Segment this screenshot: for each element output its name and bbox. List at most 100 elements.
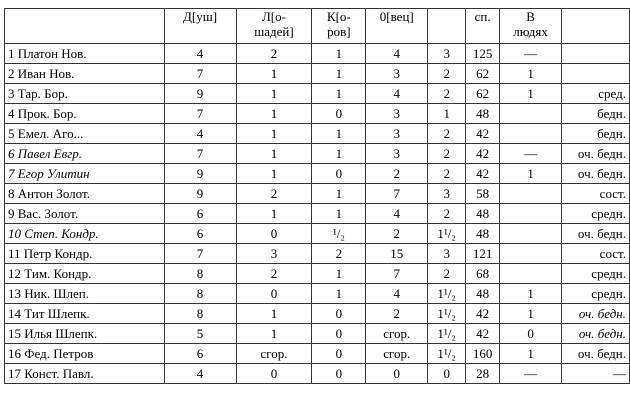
table-cell: 0 (311, 103, 367, 124)
name-cell: 9 Вас. Золот. (4, 203, 165, 224)
table-cell: 2 (365, 163, 429, 184)
table-row: 10 Степ. Кондр. 6 0 ¹/₂ 2 1¹/₂ 48 оч. бедн. (4, 223, 630, 244)
table-cell (499, 223, 563, 244)
table-cell: сгор. (365, 343, 429, 364)
table-cell: 1 (235, 63, 313, 84)
table-cell: сгор. (235, 343, 313, 364)
table-cell: 28 (465, 363, 501, 384)
table-row: 15 Илья Шлепк. 5 1 0 сгор. 1¹/₂ 42 0 оч. бедн. (4, 323, 630, 344)
name-cell: 17 Конст. Павл. (4, 363, 165, 384)
table-cell: бедн. (561, 103, 630, 124)
table-cell: 0 (311, 343, 367, 364)
table-row: 5 Емел. Аго... 4 1 1 3 2 42 бедн. (4, 123, 630, 144)
table-cell: 0 (427, 363, 467, 384)
table-cell: 1 (235, 143, 313, 164)
table-cell: оч. бедн. (561, 343, 630, 364)
table-cell: 1 (499, 343, 563, 364)
table-cell: 42 (465, 143, 501, 164)
table-cell: 1 (311, 83, 367, 104)
table-cell: 160 (465, 343, 501, 364)
table-cell: 3 (427, 183, 467, 204)
table-cell: 0 (311, 363, 367, 384)
table-cell: 0 (235, 223, 313, 244)
table-cell: 2 (235, 43, 313, 64)
page: Д[уш] Л[о- шадей] К[о- ров] 0[вец] сп. В людя… (0, 8, 630, 408)
table-cell: — (561, 363, 630, 384)
table-cell: — (499, 43, 563, 64)
table-cell: 8 (163, 263, 237, 284)
header-cell: 0[вец] (365, 8, 429, 44)
header-cell (4, 8, 165, 44)
table-cell: 3 (365, 143, 429, 164)
table-cell: 48 (465, 103, 501, 124)
table-cell: 0 (235, 363, 313, 384)
table-cell: 1 (311, 143, 367, 164)
table-cell: 2 (311, 243, 367, 264)
table-cell: 6 (163, 203, 237, 224)
table-cell: 3 (235, 243, 313, 264)
name-cell: 5 Емел. Аго... (4, 123, 165, 144)
header-row: Д[уш] Л[о- шадей] К[о- ров] 0[вец] сп. В людя… (4, 8, 630, 44)
name-cell: 16 Фед. Петров (4, 343, 165, 364)
table-cell: бедн. (561, 123, 630, 144)
table-cell: 0 (499, 323, 563, 344)
table-cell: 58 (465, 183, 501, 204)
table-cell: 1¹/₂ (427, 303, 467, 324)
table-cell: 1 (499, 303, 563, 324)
table-row: 1 Платон Нов. 4 2 1 4 3 125— (4, 43, 630, 64)
table-cell: 8 (163, 303, 237, 324)
name-cell: 4 Прок. Бор. (4, 103, 165, 124)
table-cell: 4 (365, 83, 429, 104)
table-row: 16 Фед. Петров 6 сгор. 0 сгор. 1¹/₂ 160 1 оч. бе… (4, 343, 630, 364)
table-cell: 7 (365, 183, 429, 204)
table-cell: 2 (427, 203, 467, 224)
table-cell: 4 (365, 203, 429, 224)
table-cell: 1 (427, 103, 467, 124)
table-cell: 4 (163, 123, 237, 144)
table-cell: 121 (465, 243, 501, 264)
table-cell: 48 (465, 223, 501, 244)
table-row: 4 Прок. Бор. 7 1 0 3 1 48 бедн. (4, 103, 630, 124)
table-cell: 2 (365, 303, 429, 324)
table-cell: 48 (465, 283, 501, 304)
table-cell: 0 (311, 303, 367, 324)
table-cell: 62 (465, 63, 501, 84)
name-cell: 14 Тит Шлепк. (4, 303, 165, 324)
table-cell: 1 (235, 83, 313, 104)
table-row: 9 Вас. Золот. 6 1 1 4 2 48 средн. (4, 203, 630, 224)
table-cell: оч. бедн. (561, 163, 630, 184)
table-cell: сред. (561, 83, 630, 104)
table-cell: 3 (365, 63, 429, 84)
table-cell: 3 (365, 103, 429, 124)
table-row: 2 Иван Нов. 7 1 1 3 2 62 1 (4, 63, 630, 84)
name-cell: 1 Платон Нов. (4, 43, 165, 64)
header-cell: Д[уш] (163, 8, 237, 44)
table-cell: 1 (499, 63, 563, 84)
table-row: 14 Тит Шлепк. 8 1 0 2 1¹/₂ 42 1 оч. бедн. (4, 303, 630, 324)
table-row: 17 Конст. Павл. 4 0 0 0 0 28— — (4, 363, 630, 384)
table-cell: сост. (561, 243, 630, 264)
table-cell: 2 (365, 223, 429, 244)
table-row: 8 Антон Золот. 9 2 1 7 3 58 сост. (4, 183, 630, 204)
table-cell (561, 43, 630, 64)
table-cell: 7 (365, 263, 429, 284)
table-cell: 5 (163, 323, 237, 344)
census-table: Д[уш] Л[о- шадей] К[о- ров] 0[вец] сп. В людя… (4, 8, 630, 384)
table-cell: 1¹/₂ (427, 343, 467, 364)
table-cell: оч. бедн. (561, 323, 630, 344)
table-cell: 2 (427, 83, 467, 104)
table-cell: 42 (465, 123, 501, 144)
table-row: 11 Петр Кондр. 7 3 2 15 3 121 сост. (4, 243, 630, 264)
table-cell: 4 (163, 43, 237, 64)
table-cell: 1 (499, 283, 563, 304)
table-cell: 42 (465, 323, 501, 344)
table-cell: 2 (427, 123, 467, 144)
table-cell: ¹/₂ (311, 223, 367, 244)
table-cell: 2 (235, 183, 313, 204)
table-cell: сгор. (365, 323, 429, 344)
table-cell: 2 (235, 263, 313, 284)
table-cell: 1 (235, 163, 313, 184)
table-cell: 3 (427, 43, 467, 64)
table-cell (499, 243, 563, 264)
table-cell: 1 (499, 83, 563, 104)
